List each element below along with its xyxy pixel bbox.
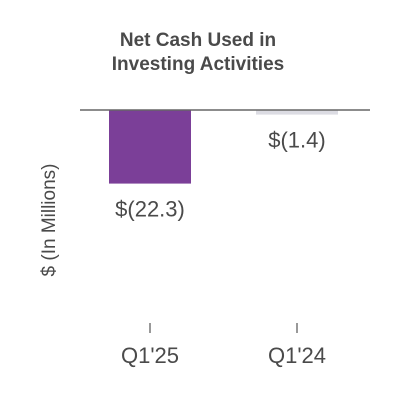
- y-axis-label: $ (In Millions): [39, 164, 60, 277]
- bar-data-label-1: $(1.4): [268, 128, 325, 153]
- x-tick-label-1: Q1'24: [268, 343, 326, 368]
- chart-title-line-2: Investing Activities: [112, 54, 284, 75]
- bar-data-label-0: $(22.3): [115, 197, 185, 222]
- x-tick-label-0: Q1'25: [121, 343, 179, 368]
- chart-title-line-1: Net Cash Used in: [120, 30, 276, 51]
- plot-area: $(22.3) Q1'25 $(1.4) Q1'24: [109, 110, 338, 368]
- bar-0: [109, 110, 191, 184]
- bar-1: [256, 110, 338, 115]
